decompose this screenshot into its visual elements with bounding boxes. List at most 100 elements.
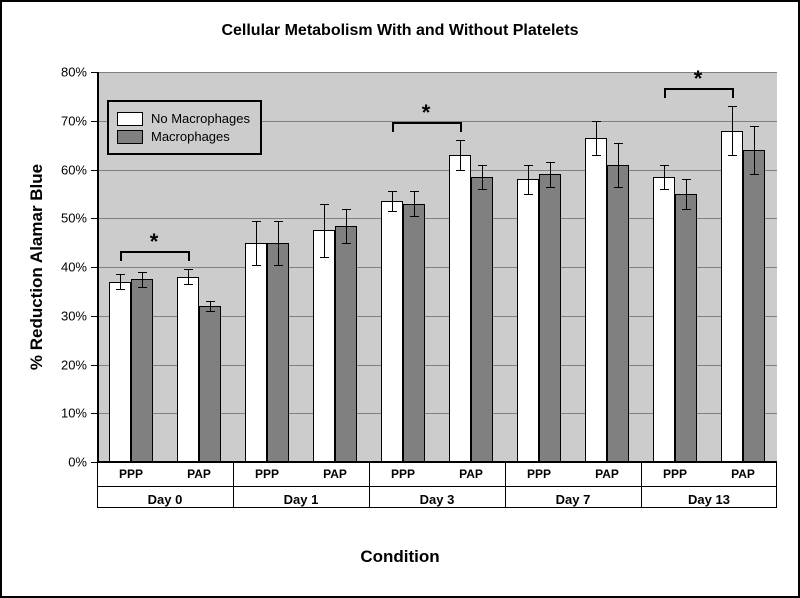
condition-label: PAP	[595, 467, 619, 481]
error-bar	[120, 274, 121, 289]
error-cap	[320, 204, 329, 205]
condition-label: PPP	[391, 467, 415, 481]
error-cap	[682, 209, 691, 210]
error-cap	[660, 189, 669, 190]
bar-macro	[335, 226, 357, 462]
category-bottom-line	[97, 507, 777, 508]
error-bar	[528, 165, 529, 194]
grid-line	[97, 72, 777, 73]
error-cap	[252, 265, 261, 266]
y-tick-label: 50%	[61, 211, 87, 226]
y-tick-label: 60%	[61, 162, 87, 177]
error-bar	[686, 179, 687, 208]
condition-label: PPP	[255, 467, 279, 481]
error-cap	[342, 209, 351, 210]
group-separator	[97, 462, 98, 507]
error-cap	[184, 284, 193, 285]
error-bar	[346, 209, 347, 243]
error-cap	[614, 187, 623, 188]
day-label: Day 1	[284, 492, 319, 507]
error-cap	[524, 165, 533, 166]
x-axis-title: Condition	[2, 547, 798, 567]
chart-frame: Cellular Metabolism With and Without Pla…	[0, 0, 800, 598]
bar-macro	[743, 150, 765, 462]
error-cap	[592, 121, 601, 122]
error-bar	[278, 221, 279, 265]
error-cap	[116, 289, 125, 290]
error-cap	[274, 221, 283, 222]
error-cap	[478, 189, 487, 190]
condition-label: PAP	[459, 467, 483, 481]
bar-no_macro	[109, 282, 131, 462]
group-separator	[369, 462, 370, 507]
error-bar	[324, 204, 325, 258]
error-bar	[392, 191, 393, 211]
error-cap	[206, 311, 215, 312]
significance-star: *	[150, 229, 159, 255]
error-bar	[754, 126, 755, 175]
legend-item: Macrophages	[117, 129, 250, 144]
error-cap	[138, 272, 147, 273]
bar-no_macro	[449, 155, 471, 462]
y-axis-title: % Reduction Alamar Blue	[27, 164, 47, 370]
condition-label: PPP	[119, 467, 143, 481]
bar-no_macro	[653, 177, 675, 462]
error-bar	[482, 165, 483, 189]
error-cap	[184, 269, 193, 270]
group-separator	[505, 462, 506, 507]
error-cap	[138, 287, 147, 288]
error-cap	[320, 257, 329, 258]
condition-label: PAP	[323, 467, 347, 481]
error-bar	[256, 221, 257, 265]
day-label: Day 7	[556, 492, 591, 507]
group-separator	[776, 462, 777, 507]
day-label: Day 3	[420, 492, 455, 507]
bar-macro	[675, 194, 697, 462]
group-separator	[233, 462, 234, 507]
legend-label: Macrophages	[151, 129, 230, 144]
error-cap	[388, 191, 397, 192]
legend-label: No Macrophages	[151, 111, 250, 126]
bar-no_macro	[517, 179, 539, 462]
error-cap	[274, 265, 283, 266]
condition-label: PAP	[731, 467, 755, 481]
error-cap	[410, 216, 419, 217]
bar-macro	[471, 177, 493, 462]
bar-macro	[607, 165, 629, 462]
significance-star: *	[422, 100, 431, 126]
grid-line	[97, 170, 777, 171]
group-separator	[641, 462, 642, 507]
error-bar	[596, 121, 597, 155]
y-tick-label: 40%	[61, 260, 87, 275]
error-cap	[682, 179, 691, 180]
condition-label: PPP	[663, 467, 687, 481]
error-bar	[460, 140, 461, 169]
error-cap	[546, 187, 555, 188]
error-cap	[456, 140, 465, 141]
error-cap	[478, 165, 487, 166]
legend-swatch	[117, 112, 143, 126]
error-cap	[206, 301, 215, 302]
bar-macro	[403, 204, 425, 462]
error-cap	[750, 174, 759, 175]
error-cap	[410, 191, 419, 192]
y-tick-label: 20%	[61, 357, 87, 372]
bar-macro	[539, 174, 561, 462]
error-bar	[732, 106, 733, 155]
bar-no_macro	[313, 230, 335, 462]
category-mid-line	[97, 486, 777, 487]
error-cap	[592, 155, 601, 156]
day-label: Day 0	[148, 492, 183, 507]
bar-macro	[199, 306, 221, 462]
error-cap	[342, 243, 351, 244]
bar-no_macro	[177, 277, 199, 462]
y-tick-label: 0%	[68, 455, 87, 470]
condition-label: PPP	[527, 467, 551, 481]
significance-star: *	[694, 66, 703, 92]
error-bar	[188, 269, 189, 284]
plot-area: 0%10%20%30%40%50%60%70%80%PPPPAPDay 0*PP…	[97, 72, 777, 462]
error-cap	[660, 165, 669, 166]
chart-title: Cellular Metabolism With and Without Pla…	[2, 22, 798, 40]
error-bar	[664, 165, 665, 189]
bar-no_macro	[381, 201, 403, 462]
